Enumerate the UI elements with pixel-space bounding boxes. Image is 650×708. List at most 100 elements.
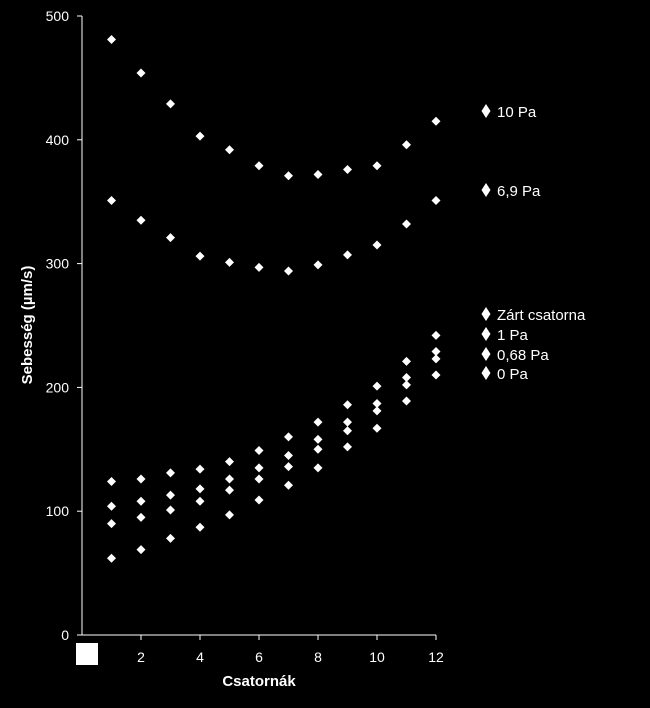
data-point	[166, 468, 175, 478]
legend-item: 10 Pa	[481, 104, 537, 121]
x-axis-title: Csatornák	[222, 673, 296, 690]
data-point	[254, 262, 264, 272]
data-point	[284, 266, 293, 276]
data-point	[225, 257, 234, 267]
data-point	[107, 476, 116, 486]
data-point	[402, 356, 411, 366]
data-point	[166, 505, 175, 515]
y-tick-label: 100	[46, 503, 70, 519]
x-tick-label: 6	[255, 649, 263, 665]
data-point	[372, 398, 382, 408]
data-point	[107, 35, 116, 45]
x-tick-label: 2	[137, 649, 145, 665]
data-point	[284, 462, 293, 472]
data-point	[136, 68, 146, 78]
data-point	[313, 463, 323, 473]
legend-marker-icon	[481, 307, 491, 321]
data-point	[402, 380, 411, 390]
data-point	[284, 480, 293, 490]
data-point	[195, 251, 205, 261]
y-axis-title: Sebesség (µm/s)	[19, 266, 36, 385]
data-point	[254, 161, 264, 171]
series-0	[107, 35, 441, 181]
data-point	[284, 432, 293, 442]
data-point	[313, 169, 323, 179]
data-point	[431, 116, 441, 126]
data-point	[284, 171, 293, 181]
data-point	[225, 485, 234, 495]
data-point	[313, 444, 323, 454]
legend-label: 10 Pa	[497, 104, 537, 121]
data-point	[136, 496, 146, 506]
legend-marker-icon	[481, 327, 491, 341]
data-point	[136, 474, 146, 484]
data-point	[136, 215, 146, 225]
data-point	[284, 450, 293, 460]
y-tick-label: 500	[46, 8, 70, 24]
x-tick-label: 12	[428, 649, 444, 665]
data-point	[107, 553, 116, 563]
data-point	[343, 400, 352, 410]
data-point	[372, 381, 382, 391]
data-point	[431, 346, 441, 356]
legend-label: 1 Pa	[497, 327, 529, 344]
y-tick-label: 400	[46, 132, 70, 148]
data-point	[136, 512, 146, 522]
x-ticks: 2 4 6 8 10 12	[137, 635, 444, 665]
x-tick-label: 8	[314, 649, 322, 665]
data-point	[225, 510, 234, 520]
data-point	[166, 533, 175, 543]
legend: 10 Pa 6,9 Pa Zárt csatorna 1 Pa 0,68 Pa 0 Pa	[481, 104, 586, 383]
data-point	[107, 195, 116, 205]
data-point	[254, 495, 264, 505]
legend-marker-icon	[481, 347, 491, 361]
y-tick-label: 300	[46, 256, 70, 272]
data-point	[136, 545, 146, 555]
data-point	[372, 406, 382, 416]
data-point	[431, 370, 441, 380]
legend-label: Zárt csatorna	[497, 307, 586, 324]
data-point	[254, 446, 264, 456]
series-2	[107, 330, 441, 486]
data-point	[225, 457, 234, 467]
data-point	[343, 417, 352, 427]
data-point	[166, 99, 175, 109]
data-point	[372, 240, 382, 250]
data-point	[343, 426, 352, 436]
data-point	[254, 474, 264, 484]
series-1	[107, 195, 441, 276]
y-tick-label: 0	[61, 627, 69, 643]
series-4	[107, 354, 441, 529]
data-point	[343, 250, 352, 260]
series-5	[107, 370, 441, 563]
data-point	[402, 372, 411, 382]
data-point	[195, 464, 205, 474]
data-point	[166, 490, 175, 500]
data-point	[195, 484, 205, 494]
y-tick-label: 200	[46, 379, 70, 395]
data-point	[402, 396, 411, 406]
data-point	[431, 195, 441, 205]
data-points	[107, 35, 441, 563]
data-point	[225, 145, 234, 155]
data-point	[107, 501, 116, 511]
legend-item: 0 Pa	[481, 366, 529, 383]
data-point	[225, 474, 234, 484]
y-ticks: 0 100 200 300 400 500	[46, 8, 82, 643]
legend-item: Zárt csatorna	[481, 307, 586, 324]
x-tick-label: 10	[369, 649, 385, 665]
data-point	[343, 442, 352, 452]
data-point	[195, 496, 205, 506]
data-point	[195, 131, 205, 141]
data-point	[431, 330, 441, 340]
data-point	[431, 354, 441, 364]
series-3	[107, 346, 441, 511]
legend-label: 6,9 Pa	[497, 183, 541, 200]
data-point	[343, 165, 352, 175]
data-point	[372, 423, 382, 433]
data-point	[107, 519, 116, 529]
legend-label: 0,68 Pa	[497, 347, 549, 364]
legend-marker-icon	[481, 104, 491, 118]
